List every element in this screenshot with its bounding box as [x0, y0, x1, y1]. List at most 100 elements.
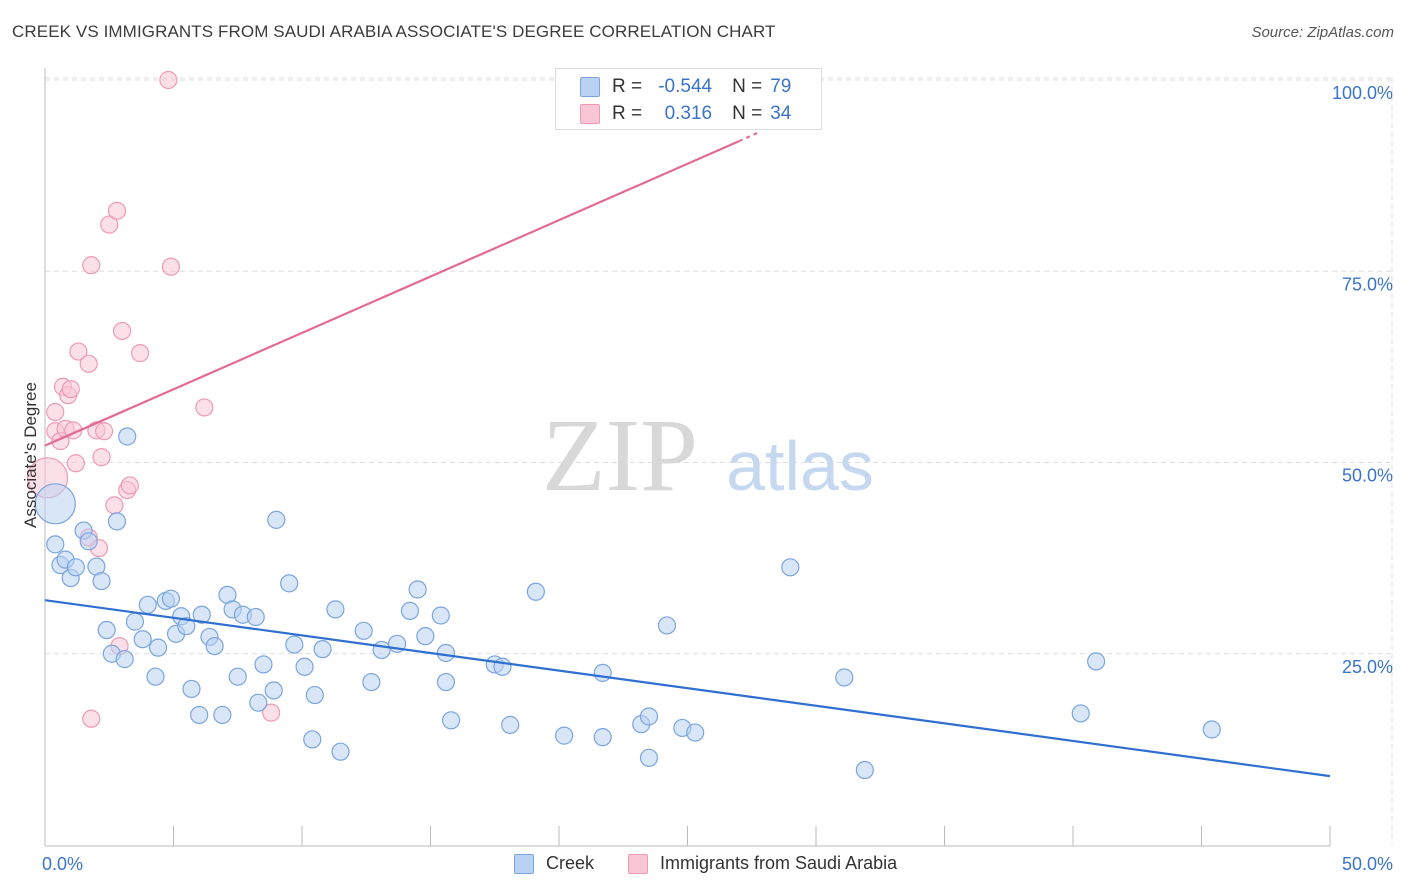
- creek-point: [125, 612, 145, 631]
- creek-point: [177, 617, 196, 636]
- creek-point: [34, 483, 76, 525]
- creek-point: [593, 663, 612, 682]
- saudi-point: [79, 354, 98, 373]
- creek-point: [781, 558, 800, 577]
- creek-point: [190, 705, 209, 725]
- saudi-point: [120, 476, 139, 495]
- legend-saudi-label: Immigrants from Saudi Arabia: [660, 853, 898, 873]
- saudi-point: [112, 321, 132, 341]
- creek-swatch: [580, 77, 600, 97]
- creek-point: [205, 636, 224, 656]
- n-label: N =: [732, 103, 763, 124]
- creek-point: [639, 748, 659, 767]
- creek-point: [639, 707, 659, 726]
- creek-point: [657, 616, 677, 635]
- creek-point: [146, 667, 165, 686]
- n-label: N =: [732, 76, 763, 97]
- n-value: 34: [770, 103, 792, 124]
- creek-point: [436, 672, 456, 692]
- saudi-swatch: [580, 104, 600, 124]
- saudi-point: [66, 454, 85, 473]
- saudi-point: [159, 70, 178, 90]
- creek-point: [148, 638, 168, 657]
- creek-point: [66, 558, 85, 577]
- r-value: 0.316: [664, 103, 713, 124]
- creek-point: [249, 693, 268, 712]
- creek-point: [115, 650, 134, 669]
- saudi-trend-extension: [738, 131, 760, 143]
- grid-lines: [45, 77, 1393, 846]
- creek-point: [313, 640, 332, 659]
- creek-point: [138, 595, 157, 614]
- creek-point: [408, 580, 427, 599]
- creek-point: [436, 643, 456, 663]
- saudi-point: [262, 703, 281, 722]
- creek-point: [246, 607, 265, 627]
- x-tick-label: 0.0%: [42, 854, 83, 874]
- creek-point: [228, 667, 247, 686]
- saudi-point: [82, 709, 101, 728]
- saudi-point: [69, 342, 88, 361]
- tick-labels: 25.0% 50.0% 75.0% 100.0% 0.0% 50.0%: [42, 83, 1393, 874]
- creek-swatch: [514, 853, 534, 874]
- creek-point: [555, 726, 574, 745]
- creek-point: [213, 705, 232, 725]
- saudi-point: [61, 379, 80, 399]
- creek-point: [354, 621, 373, 640]
- creek-point: [362, 672, 381, 692]
- creek-point: [161, 589, 181, 608]
- y-axis-label: Associate's Degree: [21, 382, 40, 528]
- saudi-point: [92, 448, 111, 467]
- creek-point: [192, 605, 211, 624]
- legend-item-creek: Creek: [514, 853, 594, 874]
- creek-point: [1087, 652, 1106, 671]
- saudi-point: [105, 496, 124, 515]
- creek-point: [493, 657, 512, 676]
- creek-point: [593, 728, 612, 747]
- x-tick-label: 50.0%: [1342, 854, 1393, 874]
- creek-point: [267, 510, 286, 529]
- series-creek-points: [34, 427, 1221, 780]
- creek-point: [431, 606, 450, 625]
- creek-point: [1071, 704, 1090, 723]
- r-label: R =: [612, 103, 643, 124]
- y-tick-label: 75.0%: [1342, 274, 1393, 294]
- legend-item-saudi: Immigrants from Saudi Arabia: [628, 853, 897, 874]
- saudi-point: [130, 344, 150, 363]
- creek-point: [855, 760, 874, 780]
- legend-creek-label: Creek: [546, 853, 595, 873]
- saudi-trend-line: [44, 140, 740, 447]
- saudi-point: [95, 422, 114, 441]
- creek-point: [46, 535, 65, 554]
- watermark-zip: ZIP: [542, 398, 698, 513]
- creek-point: [1202, 720, 1221, 739]
- creek-point: [264, 681, 283, 700]
- saudi-point: [195, 398, 214, 417]
- creek-trend-line: [44, 599, 1331, 778]
- chart-title: CREEK VS IMMIGRANTS FROM SAUDI ARABIA AS…: [12, 22, 776, 41]
- creek-point: [97, 620, 116, 640]
- saudi-swatch: [628, 853, 648, 874]
- series-legend: Creek Immigrants from Saudi Arabia: [0, 853, 1406, 877]
- creek-point: [79, 532, 98, 551]
- creek-point: [133, 630, 152, 649]
- trend-lines: [44, 131, 1331, 778]
- creek-point: [835, 668, 854, 687]
- source-label: Source: ZipAtlas.com: [1251, 24, 1394, 41]
- saudi-point: [82, 256, 101, 275]
- r-label: R =: [612, 76, 643, 97]
- saudi-point: [46, 402, 65, 422]
- creek-point: [295, 657, 314, 676]
- n-value: 79: [770, 76, 792, 97]
- creek-point: [107, 512, 127, 531]
- creek-point: [526, 582, 545, 601]
- saudi-point: [161, 257, 181, 276]
- creek-point: [326, 600, 345, 619]
- creek-point: [303, 730, 322, 749]
- creek-point: [441, 711, 461, 730]
- creek-point: [416, 627, 435, 646]
- creek-point: [285, 635, 304, 654]
- legend-row-creek: R = -0.544 N = 79: [580, 75, 791, 99]
- watermark-atlas: atlas: [726, 427, 874, 505]
- y-tick-label: 100.0%: [1332, 83, 1393, 103]
